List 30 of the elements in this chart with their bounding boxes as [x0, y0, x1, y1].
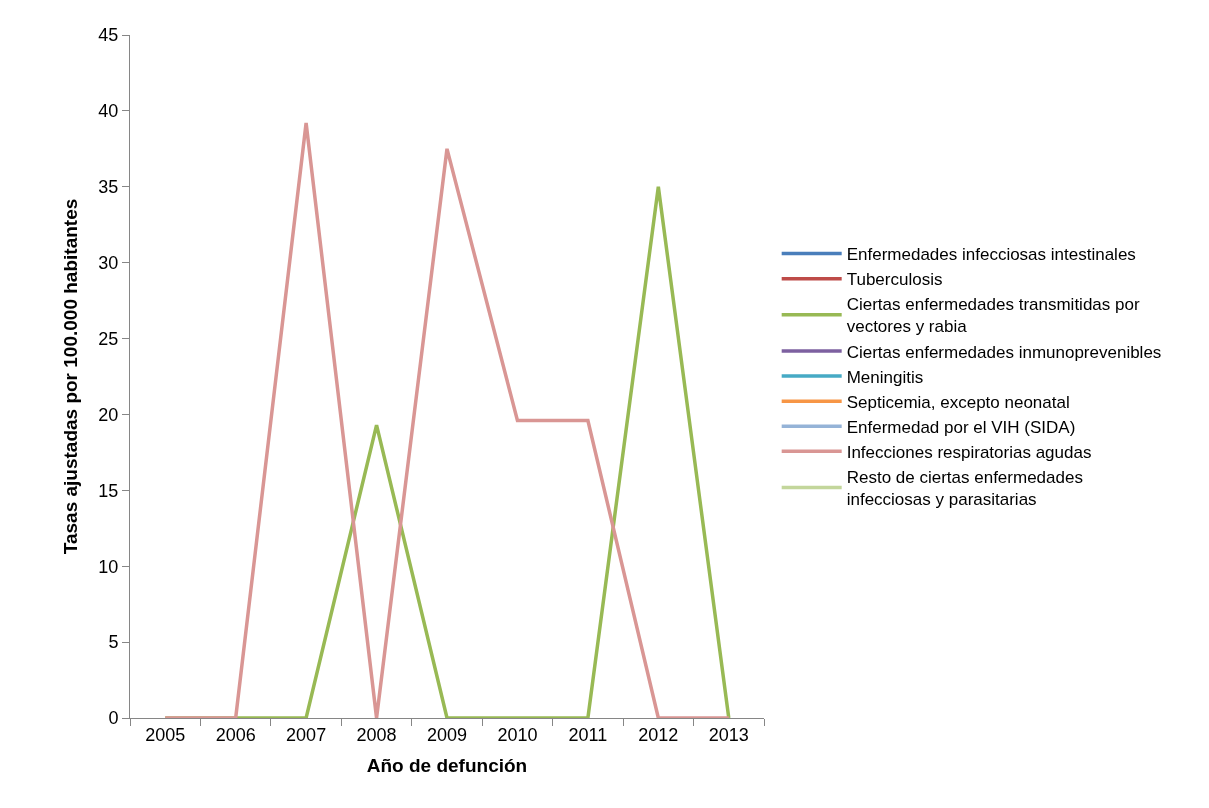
y-tick-label: 10	[98, 556, 119, 577]
legend-label: Enfermedades infecciosas intestinales	[846, 245, 1136, 265]
x-tick-label: 2011	[568, 724, 608, 745]
x-tick-label: 2006	[215, 724, 256, 745]
legend-label: Resto de ciertas enfermedades infecciosas y parasitarias	[846, 468, 1083, 510]
y-tick-label: 40	[98, 101, 119, 122]
legend-label: Meningitis	[846, 367, 924, 387]
x-tick-label: 2008	[356, 724, 397, 745]
y-tick-label: 35	[98, 177, 119, 198]
x-tick-label: 2012	[638, 724, 679, 745]
legend-label: Infecciones respiratorias agudas	[846, 442, 1092, 462]
legend-label: Ciertas enfermedades transmitidas por vectores y rabia	[846, 295, 1140, 337]
x-axis-title: Año de defunción	[366, 755, 528, 777]
y-tick-label: 15	[98, 480, 119, 501]
y-axis-title: Tasas ajustadas por 100.000 habitantes	[60, 198, 82, 555]
legend-label: Septicemia, excepto neonatal	[846, 392, 1070, 412]
legend-label: Tuberculosis	[846, 270, 943, 290]
y-tick-label: 30	[98, 252, 119, 273]
x-tick-label: 2013	[708, 724, 749, 745]
x-tick-label: 2010	[497, 724, 538, 745]
y-tick-label: 0	[108, 708, 119, 729]
x-tick-label: 2005	[145, 724, 186, 745]
y-tick-label: 5	[108, 632, 119, 653]
x-tick-label: 2009	[426, 724, 468, 745]
x-tick-label: 2007	[286, 724, 327, 745]
legend-label: Ciertas enfermedades inmunoprevenibles	[846, 342, 1162, 362]
y-tick-label: 20	[98, 404, 119, 425]
y-tick-label: 45	[98, 25, 119, 46]
legend-label: Enfermedad por el VIH (SIDA)	[846, 417, 1076, 437]
y-tick-label: 25	[98, 328, 119, 349]
